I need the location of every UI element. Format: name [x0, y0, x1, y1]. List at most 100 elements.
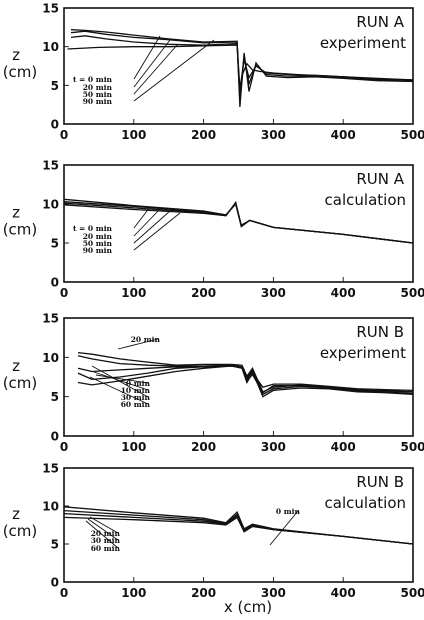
y-axis-label: z	[12, 204, 20, 222]
series-line	[77, 365, 414, 398]
x-tick-label: 100	[121, 586, 146, 600]
y-axis-unit: (cm)	[3, 522, 38, 540]
x-tick-label: 500	[400, 128, 424, 142]
x-tick-label: 0	[60, 586, 68, 600]
method-label: experiment	[320, 344, 406, 362]
plot-frame	[63, 467, 414, 583]
x-tick-label: 400	[331, 586, 356, 600]
time-label: 20 min	[131, 335, 161, 344]
label-leader-line	[95, 374, 149, 384]
x-tick-label: 300	[261, 440, 286, 454]
time-label: 0 min	[126, 379, 151, 388]
y-tick-label: 10	[42, 500, 59, 514]
time-label: 20 min	[83, 232, 113, 241]
time-label: 0 min	[276, 507, 301, 516]
label-leader-line	[133, 43, 179, 95]
panel-run-b-calculation: 0 100 200 300 400 500 0 5 10 15 z(cm) RUN B calculat…	[3, 462, 424, 601]
label-leader-line	[117, 338, 159, 350]
label-leader-line	[133, 39, 215, 102]
x-tick-label: 300	[261, 128, 286, 142]
time-label: 30 min	[121, 393, 151, 402]
panel-run-a-experiment: 0 100 200 300 400 500 0 5 10 15 z(cm) RUN A experime…	[3, 2, 424, 143]
time-label: 20 min	[91, 529, 121, 538]
time-label: 50 min	[83, 239, 113, 248]
x-tick-label: 400	[331, 440, 356, 454]
label-leader-line	[87, 518, 119, 541]
run-label: RUN B	[356, 473, 404, 491]
x-tick-label: 400	[331, 286, 356, 300]
y-axis-label: z	[12, 46, 20, 64]
label-leader-line	[269, 510, 299, 546]
x-tick-label: 0	[60, 286, 68, 300]
y-axis-label: z	[12, 505, 20, 523]
panel-run-a-calculation: 0 100 200 300 400 500 0 5 10 15 z(cm) RUN A calculat…	[3, 159, 424, 301]
x-tick-label: 200	[191, 586, 216, 600]
y-axis-unit: (cm)	[3, 221, 38, 239]
y-tick-label: 5	[51, 538, 59, 552]
y-tick-label: 15	[42, 2, 59, 16]
y-axis-unit: (cm)	[3, 63, 38, 81]
y-axis-label: z	[12, 357, 20, 375]
label-leader-line	[89, 376, 149, 405]
x-tick-label: 200	[191, 286, 216, 300]
time-label: 90 min	[83, 97, 113, 106]
panel-run-b-experiment: 0 100 200 300 400 500 0 5 10 15 z(cm) RUN B experime…	[3, 312, 424, 455]
label-leader-line	[89, 516, 119, 534]
x-tick-label: 400	[331, 128, 356, 142]
series-line	[63, 516, 414, 545]
x-tick-label: 0	[60, 440, 68, 454]
time-label: t = 0 min	[73, 75, 113, 84]
x-tick-label: 100	[121, 440, 146, 454]
y-tick-label: 5	[51, 237, 59, 251]
method-label: experiment	[320, 34, 406, 52]
label-leader-line	[133, 35, 161, 80]
plot-frame	[63, 7, 414, 125]
run-label: RUN A	[356, 170, 404, 188]
y-tick-label: 0	[51, 118, 59, 132]
x-tick-label: 200	[191, 440, 216, 454]
run-label: RUN A	[356, 13, 404, 31]
method-label: calculation	[325, 191, 406, 209]
time-label: 20 min	[83, 83, 113, 92]
time-label: 30 min	[91, 536, 121, 545]
run-label: RUN B	[356, 323, 404, 341]
y-tick-label: 0	[51, 430, 59, 444]
x-tick-label: 200	[191, 128, 216, 142]
label-leader-line	[133, 39, 171, 88]
time-label: t = 0 min	[73, 224, 113, 233]
y-tick-label: 5	[51, 79, 59, 93]
y-tick-label: 15	[42, 159, 59, 173]
y-tick-label: 0	[51, 276, 59, 290]
label-leader-line	[85, 520, 119, 549]
plot-frame	[63, 164, 414, 283]
x-tick-label: 100	[121, 286, 146, 300]
label-leader-line	[133, 210, 171, 244]
x-tick-label: 0	[60, 128, 68, 142]
time-label: 60 min	[121, 400, 151, 409]
label-leader-line	[133, 208, 161, 237]
label-leader-line	[133, 206, 151, 229]
method-label: calculation	[325, 494, 406, 512]
series-line	[77, 351, 414, 393]
label-leader-line	[133, 212, 181, 251]
plot-frame	[63, 317, 414, 437]
label-leader-line	[93, 371, 149, 391]
x-tick-label: 100	[121, 128, 146, 142]
time-label: 60 min	[91, 544, 121, 553]
time-label: 90 min	[83, 246, 113, 255]
y-tick-label: 0	[51, 576, 59, 590]
series-line	[63, 198, 414, 244]
time-label: 50 min	[83, 90, 113, 99]
y-axis-unit: (cm)	[3, 374, 38, 392]
x-tick-label: 500	[400, 586, 424, 600]
x-tick-label: 500	[400, 286, 424, 300]
y-tick-label: 15	[42, 462, 59, 476]
x-tick-label: 300	[261, 286, 286, 300]
y-tick-label: 10	[42, 40, 59, 54]
x-tick-label: 300	[261, 586, 286, 600]
y-tick-label: 10	[42, 351, 59, 365]
x-tick-label: 500	[400, 440, 424, 454]
label-leader-line	[91, 365, 149, 398]
series-line	[77, 365, 414, 392]
